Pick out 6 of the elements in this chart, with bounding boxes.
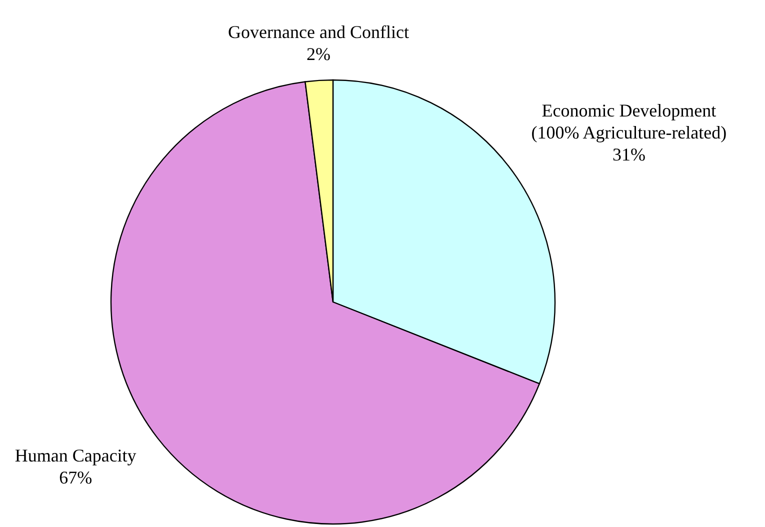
slice-label: Governance and Conflict <box>228 22 409 42</box>
data-label: 2% <box>306 44 331 64</box>
slice-label: Economic Development (100% Agriculture-related) <box>531 100 727 143</box>
data-label: 67% <box>59 468 92 488</box>
data-label: 31% <box>612 144 646 165</box>
slice-label: Human Capacity <box>14 446 136 466</box>
